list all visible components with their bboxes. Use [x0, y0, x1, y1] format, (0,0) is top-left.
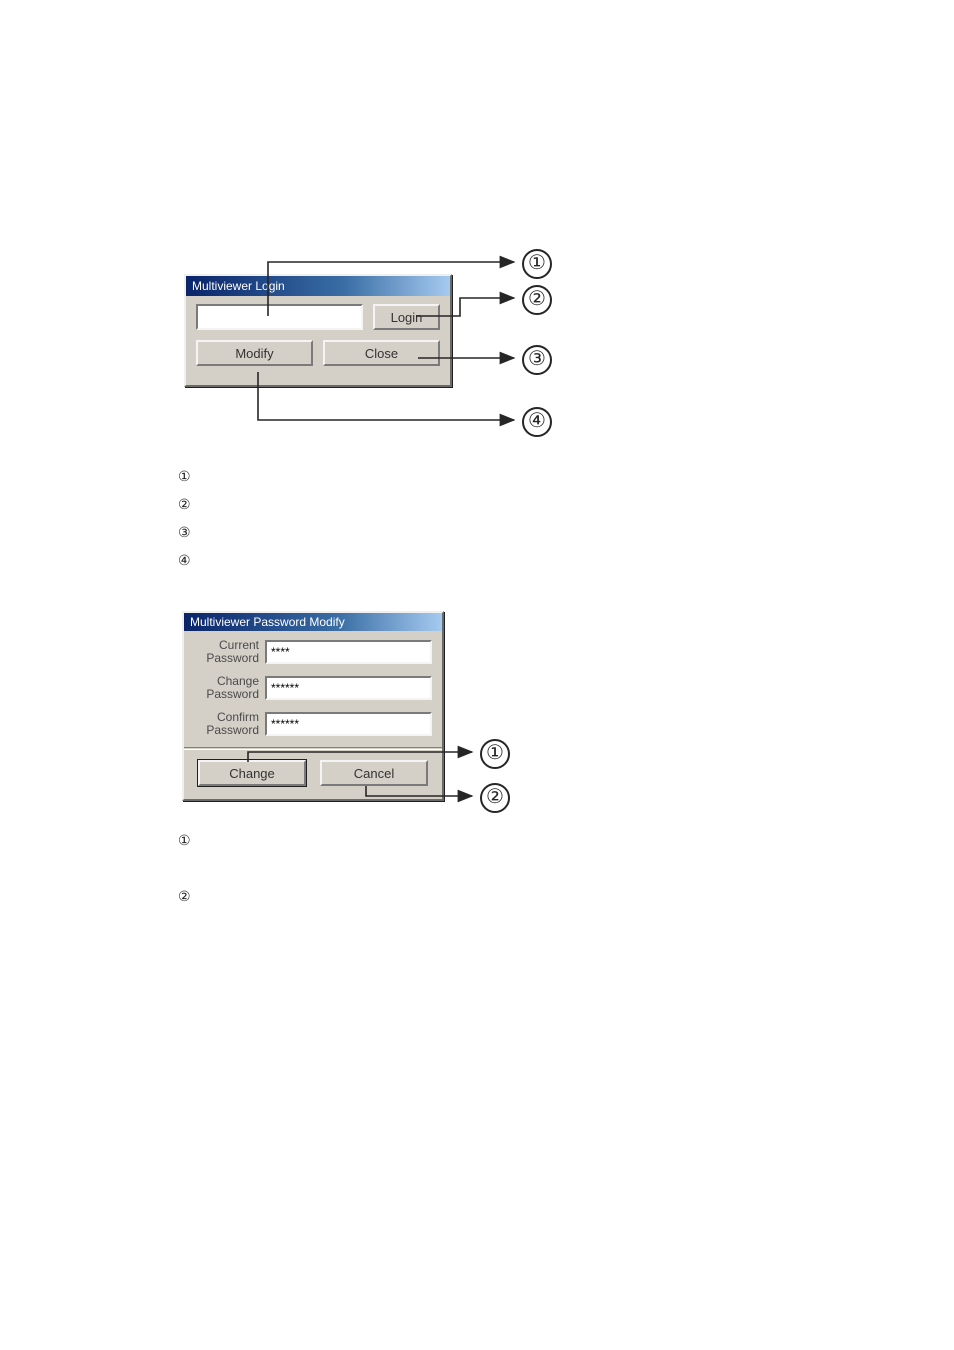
- label-text: Current: [219, 638, 259, 652]
- list-item: ①: [178, 462, 191, 490]
- list-item: ②: [178, 882, 191, 938]
- callout-2-number: ②: [480, 783, 510, 813]
- login-dialog: Multiviewer Login Login Modify Close: [184, 274, 452, 387]
- login-button[interactable]: Login: [373, 304, 440, 330]
- label-text: Password: [206, 723, 259, 737]
- label-text: Change: [217, 674, 259, 688]
- callout-3-number: ③: [522, 345, 552, 375]
- confirm-password-input[interactable]: [265, 712, 432, 736]
- cancel-button[interactable]: Cancel: [320, 760, 428, 786]
- callout-2-number: ②: [522, 285, 552, 315]
- callout-4-number: ④: [522, 407, 552, 437]
- password-modify-dialog: Multiviewer Password Modify Current Pass…: [182, 611, 444, 801]
- callout-1-number: ①: [480, 739, 510, 769]
- login-dialog-title: Multiviewer Login: [186, 276, 450, 296]
- current-password-input[interactable]: [265, 640, 432, 664]
- callout-1-number: ①: [522, 249, 552, 279]
- close-button[interactable]: Close: [323, 340, 440, 366]
- password-input[interactable]: [196, 304, 363, 330]
- label-text: Confirm: [217, 710, 259, 724]
- change-button[interactable]: Change: [198, 760, 306, 786]
- change-password-label: Change Password: [194, 675, 259, 701]
- list-item: ③: [178, 518, 191, 546]
- current-password-label: Current Password: [194, 639, 259, 665]
- password-modify-callout-list: ① ②: [178, 826, 191, 938]
- list-item: ②: [178, 490, 191, 518]
- label-text: Password: [206, 687, 259, 701]
- list-item: ④: [178, 546, 191, 574]
- change-password-input[interactable]: [265, 676, 432, 700]
- login-callout-list: ① ② ③ ④: [178, 462, 191, 574]
- list-item: ①: [178, 826, 191, 882]
- login-dialog-body: Login Modify Close: [186, 296, 450, 374]
- password-field-wrap: [196, 304, 363, 330]
- separator: [184, 747, 442, 750]
- password-modify-title: Multiviewer Password Modify: [184, 613, 442, 631]
- confirm-password-label: Confirm Password: [194, 711, 259, 737]
- password-modify-body: Current Password Change Password Confirm…: [184, 631, 442, 796]
- label-text: Password: [206, 651, 259, 665]
- page: Multiviewer Login Login Modify Close: [0, 0, 954, 1350]
- modify-button[interactable]: Modify: [196, 340, 313, 366]
